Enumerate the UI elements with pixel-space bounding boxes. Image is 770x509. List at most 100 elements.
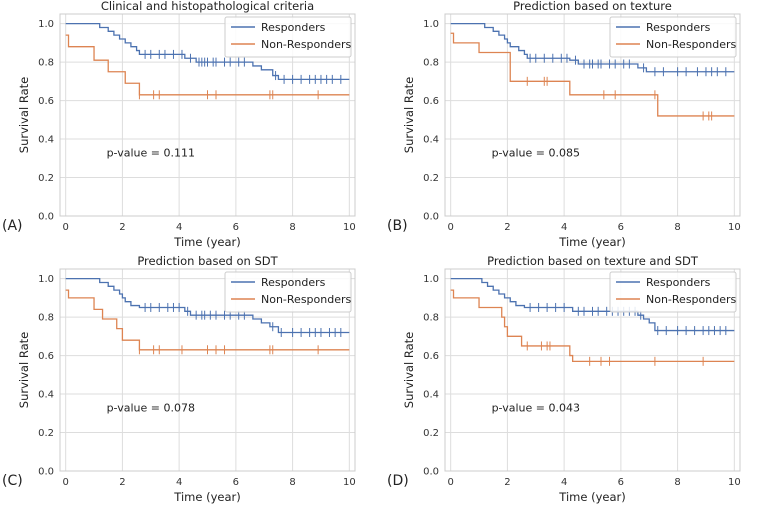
chart-svg: 0 2 4 6 8 10 0.0 0.2 0.4 0.6 0.8 1.0 Prediction base…: [387, 255, 741, 504]
y-tick-label: 0.8: [38, 58, 54, 69]
panel-label: (B): [387, 218, 408, 234]
x-tick-label: 10: [343, 477, 356, 488]
y-axis-label: Survival Rate: [17, 77, 31, 153]
y-tick-label: 1.0: [38, 19, 54, 30]
non-responders-legend-label: Non-Responders: [261, 38, 352, 51]
chart-title: Clinical and histopathological criteria: [101, 0, 314, 13]
y-tick-label: 0.2: [423, 428, 439, 439]
chart-title: Prediction based on texture and SDT: [487, 255, 699, 268]
x-tick-label: 0: [447, 477, 453, 488]
x-axis-label: Time (year): [558, 490, 625, 504]
y-tick-label: 0.4: [38, 135, 54, 146]
y-tick-label: 0.0: [423, 212, 439, 223]
p-value-annotation: p-value = 0.078: [107, 401, 195, 414]
non-responders-survival-line: [65, 34, 350, 96]
chart-svg: 0 2 4 6 8 10 0.0 0.2 0.4 0.6 0.8 1.0 Prediction base…: [387, 0, 741, 249]
y-axis-label: Survival Rate: [17, 332, 31, 408]
responders-survival-line: [65, 277, 350, 334]
plot-frame: [444, 268, 741, 472]
x-tick-label: 0: [447, 222, 453, 233]
chart-svg: 0 2 4 6 8 10 0.0 0.2 0.4 0.6 0.8 1.0 Clinical and hi…: [2, 0, 356, 249]
chart-svg: 0 2 4 6 8 10 0.0 0.2 0.4 0.6 0.8 1.0 Prediction base…: [2, 255, 356, 504]
x-tick-label: 4: [176, 477, 182, 488]
non-responders-survival-line: [450, 289, 735, 362]
legend-box: [609, 271, 737, 313]
y-tick-label: 0.0: [38, 212, 54, 223]
plot-frame: [59, 268, 356, 472]
non-responders-legend-label: Non-Responders: [646, 38, 737, 51]
p-value-annotation: p-value = 0.085: [492, 146, 580, 159]
y-tick-label: 0.4: [423, 135, 439, 146]
x-tick-label: 10: [728, 477, 741, 488]
legend: Responders Non-Responders: [224, 271, 352, 313]
x-axis-label: Time (year): [173, 235, 240, 249]
x-tick-label: 2: [119, 222, 125, 233]
x-tick-label: 0: [62, 222, 68, 233]
x-tick-label: 4: [561, 477, 567, 488]
x-tick-label: 2: [119, 477, 125, 488]
legend: Responders Non-Responders: [609, 16, 737, 58]
x-tick-label: 6: [618, 222, 624, 233]
legend-box: [609, 16, 737, 58]
non-responders-legend-label: Non-Responders: [646, 293, 737, 306]
x-tick-label: 8: [289, 222, 295, 233]
y-tick-label: 1.0: [38, 274, 54, 285]
responders-legend-label: Responders: [646, 276, 711, 289]
y-tick-label: 0.6: [423, 96, 439, 107]
y-tick-label: 1.0: [423, 274, 439, 285]
y-tick-label: 0.8: [423, 313, 439, 324]
x-tick-label: 8: [674, 477, 680, 488]
responders-survival-line: [450, 277, 735, 332]
p-value-annotation: p-value = 0.111: [107, 146, 195, 159]
x-axis-label: Time (year): [558, 235, 625, 249]
plot-frame: [59, 13, 356, 217]
y-tick-label: 0.8: [423, 58, 439, 69]
non-responders-legend-label: Non-Responders: [261, 293, 352, 306]
p-value-annotation: p-value = 0.043: [492, 401, 580, 414]
y-axis-label: Survival Rate: [402, 332, 416, 408]
x-tick-label: 10: [728, 222, 741, 233]
x-tick-label: 2: [504, 477, 510, 488]
y-tick-label: 0.0: [423, 467, 439, 478]
x-tick-label: 10: [343, 222, 356, 233]
panel-d: 0 2 4 6 8 10 0.0 0.2 0.4 0.6 0.8 1.0 Prediction base…: [385, 255, 770, 509]
x-tick-label: 4: [561, 222, 567, 233]
x-tick-label: 8: [289, 477, 295, 488]
responders-legend-label: Responders: [261, 276, 326, 289]
x-tick-label: 8: [674, 222, 680, 233]
responders-survival-line: [65, 22, 350, 81]
chart-title: Prediction based on SDT: [137, 255, 278, 268]
legend: Responders Non-Responders: [609, 271, 737, 313]
chart-title: Prediction based on texture: [513, 0, 672, 13]
panel-label: (A): [2, 218, 23, 234]
panel-label: (C): [2, 473, 23, 489]
y-tick-label: 0.4: [38, 390, 54, 401]
y-tick-label: 0.6: [38, 351, 54, 362]
x-axis-label: Time (year): [173, 490, 240, 504]
responders-legend-label: Responders: [261, 21, 326, 34]
legend-box: [224, 271, 352, 313]
panel-a: 0 2 4 6 8 10 0.0 0.2 0.4 0.6 0.8 1.0 Clinical and hi…: [0, 0, 385, 254]
y-tick-label: 0.6: [423, 351, 439, 362]
panel-c: 0 2 4 6 8 10 0.0 0.2 0.4 0.6 0.8 1.0 Prediction base…: [0, 255, 385, 509]
legend: Responders Non-Responders: [224, 16, 352, 58]
y-tick-label: 0.0: [38, 467, 54, 478]
responders-survival-line: [450, 22, 735, 73]
plot-frame: [444, 13, 741, 217]
y-tick-label: 0.2: [38, 428, 54, 439]
y-tick-label: 1.0: [423, 19, 439, 30]
non-responders-survival-line: [450, 32, 735, 117]
y-tick-label: 0.2: [423, 173, 439, 184]
y-tick-label: 0.4: [423, 390, 439, 401]
y-tick-label: 0.6: [38, 96, 54, 107]
panel-b: 0 2 4 6 8 10 0.0 0.2 0.4 0.6 0.8 1.0 Prediction base…: [385, 0, 770, 254]
panel-label: (D): [387, 473, 409, 489]
non-responders-survival-line: [65, 289, 350, 351]
x-tick-label: 6: [233, 477, 239, 488]
responders-legend-label: Responders: [646, 21, 711, 34]
y-axis-label: Survival Rate: [402, 77, 416, 153]
y-tick-label: 0.2: [38, 173, 54, 184]
legend-box: [224, 16, 352, 58]
x-tick-label: 6: [618, 477, 624, 488]
